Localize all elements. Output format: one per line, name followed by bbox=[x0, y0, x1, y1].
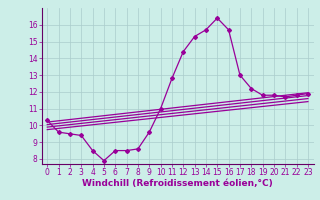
X-axis label: Windchill (Refroidissement éolien,°C): Windchill (Refroidissement éolien,°C) bbox=[82, 179, 273, 188]
